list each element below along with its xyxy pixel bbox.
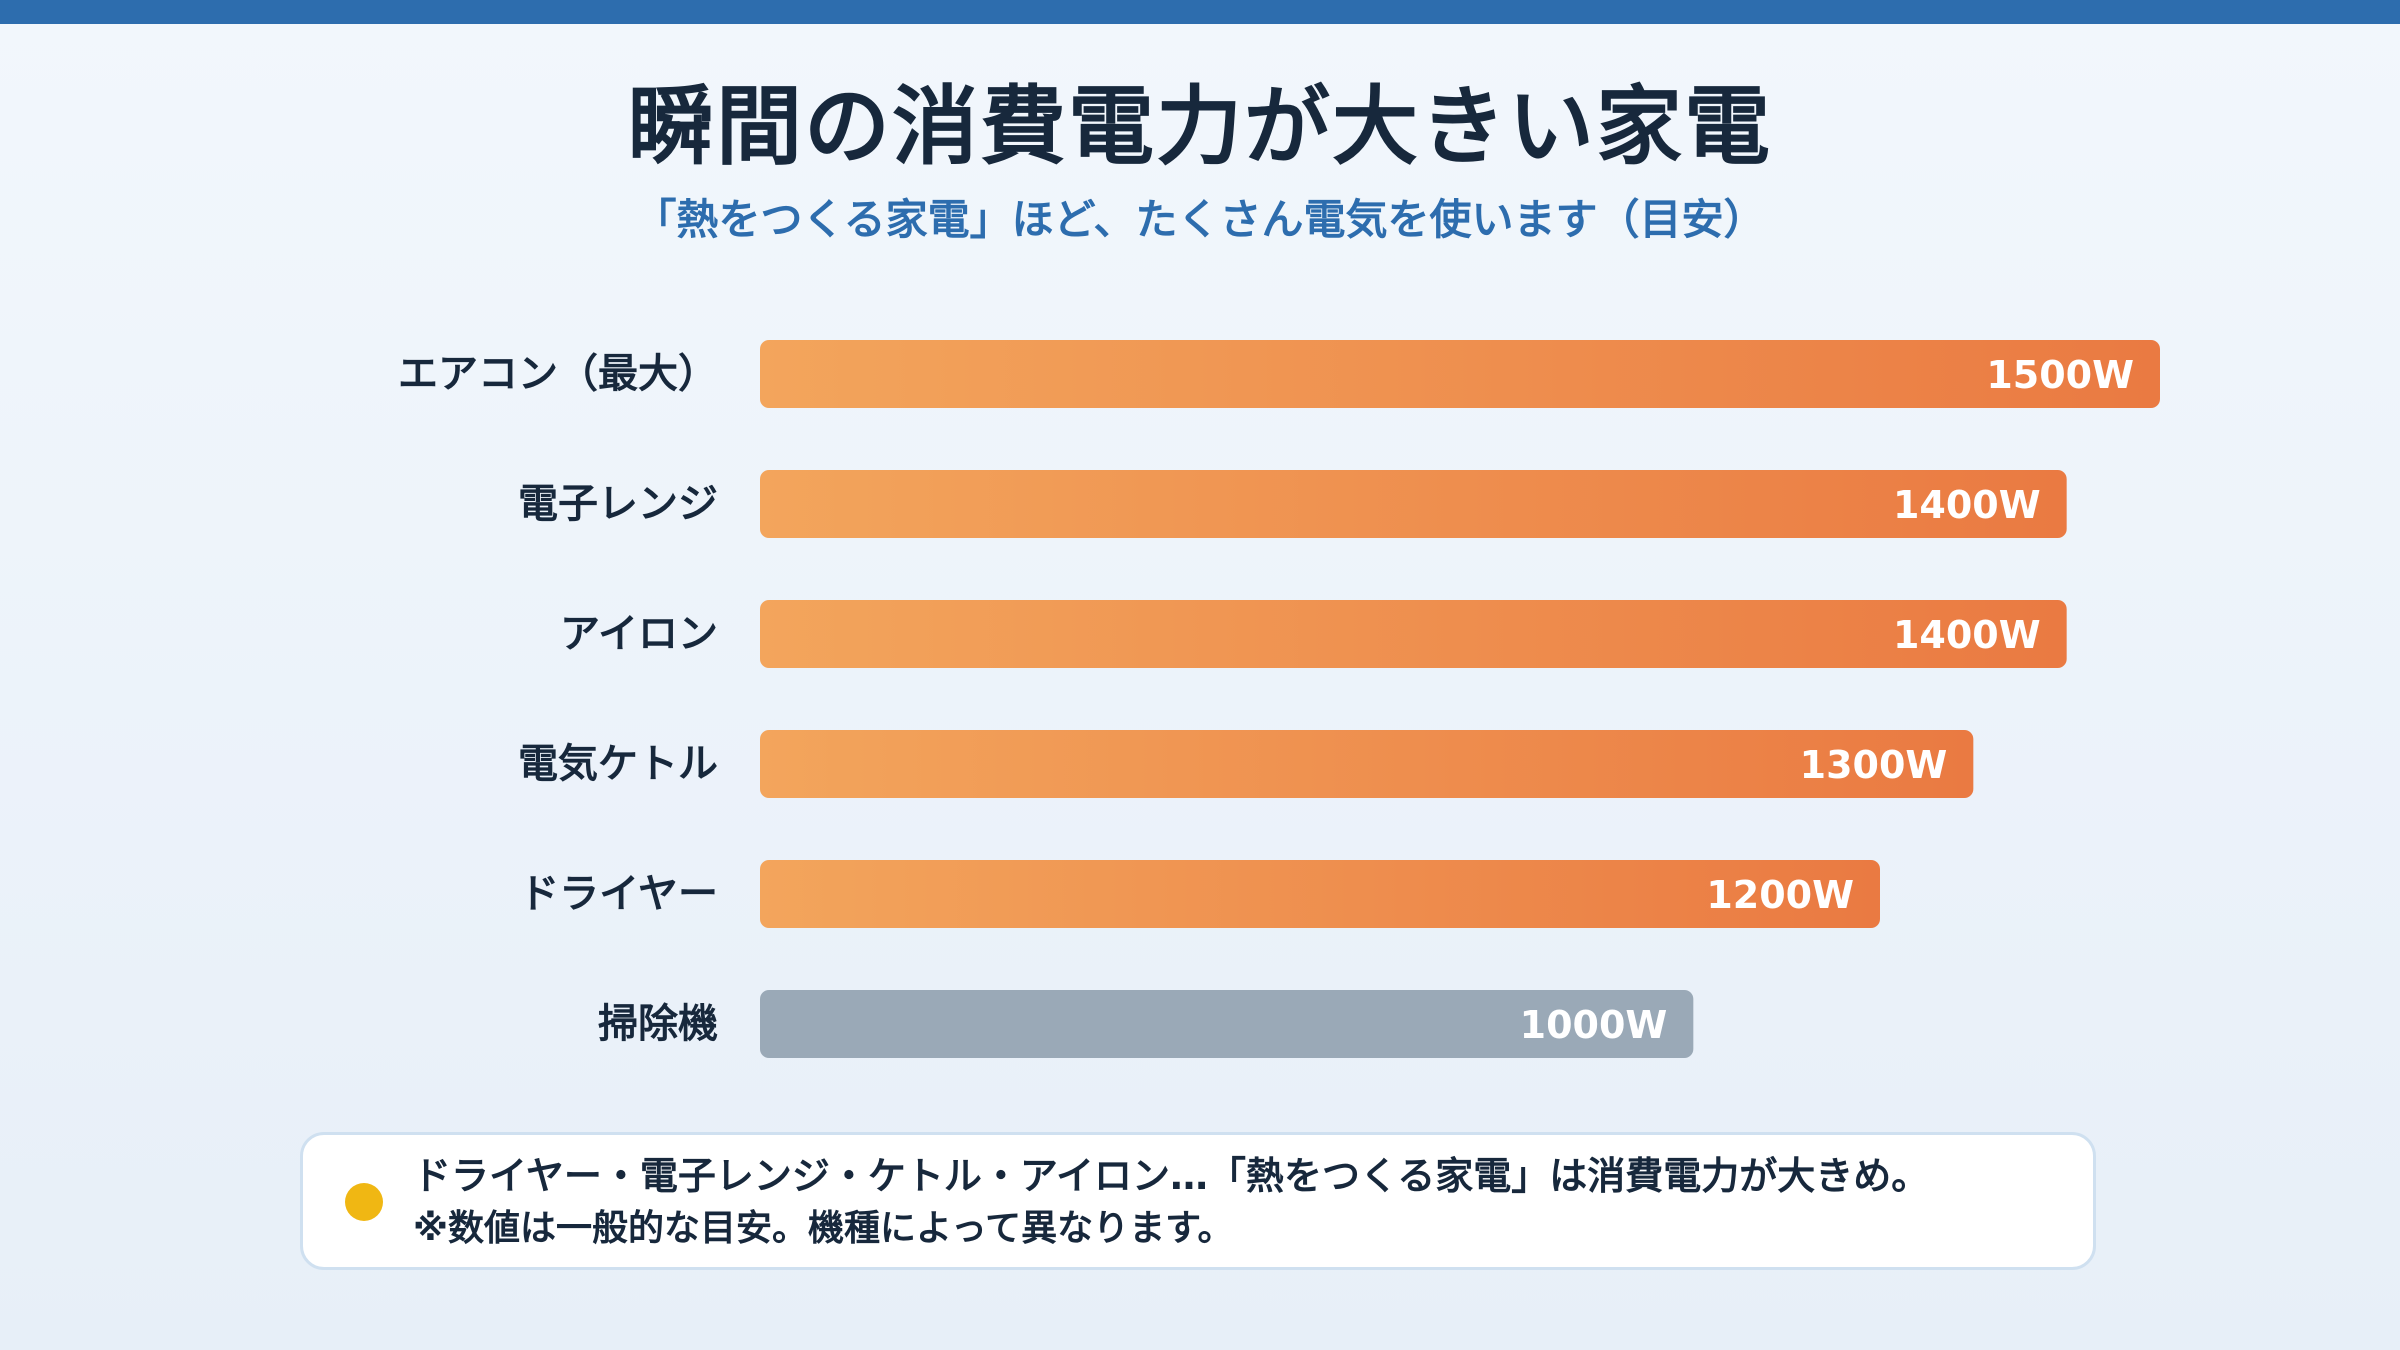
category-label: 電子レンジ <box>518 481 718 527</box>
bar <box>760 860 1880 928</box>
note-text-line1: ドライヤー・電子レンジ・ケトル・アイロン…「熱をつくる家電」は消費電力が大きめ。 <box>413 1154 1930 1198</box>
category-label: 掃除機 <box>598 1001 718 1047</box>
bar-value-label: 1500W <box>1986 353 2134 397</box>
bar-value-label: 1200W <box>1706 873 1854 917</box>
page-subtitle: 「熱をつくる家電」ほど、たくさん電気を使います（目安） <box>634 195 1766 244</box>
bar <box>760 600 2067 668</box>
bar-chart: エアコン（最大） 1500W 電子レンジ 1400W アイロン 1400W 電気ケトル 130… <box>398 340 2160 1058</box>
category-label: アイロン <box>560 611 718 657</box>
note-box: ドライヤー・電子レンジ・ケトル・アイロン…「熱をつくる家電」は消費電力が大きめ。… <box>300 1132 2096 1270</box>
bar-value-label: 1400W <box>1893 613 2041 657</box>
bar-value-label: 1000W <box>1520 1003 1668 1047</box>
yellow-dot-icon <box>345 1183 383 1221</box>
category-label: 電気ケトル <box>518 741 718 787</box>
page-title: 瞬間の消費電力が大きい家電 <box>628 77 1772 177</box>
bar <box>760 340 2160 408</box>
bar-value-label: 1300W <box>1800 743 1948 787</box>
bar <box>760 470 2067 538</box>
category-label: ドライヤー <box>519 871 718 917</box>
bar-value-label: 1400W <box>1893 483 2041 527</box>
category-label: エアコン（最大） <box>398 351 718 397</box>
note-text-line2: ※数値は一般的な目安。機種によって異なります。 <box>413 1208 1234 1249</box>
bar <box>760 990 1694 1058</box>
top-accent-band <box>0 0 2400 24</box>
bar <box>760 730 1974 798</box>
